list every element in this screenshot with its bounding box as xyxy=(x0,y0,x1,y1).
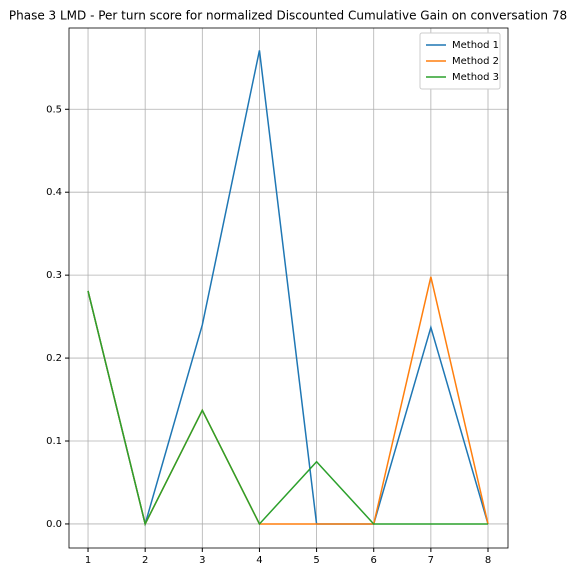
y-tick-label: 0.4 xyxy=(46,187,62,198)
y-tick-label: 0.3 xyxy=(46,270,62,281)
x-tick-label: 7 xyxy=(428,555,434,566)
x-tick-label: 4 xyxy=(256,555,262,566)
y-tick-label: 0.1 xyxy=(46,436,62,447)
legend-label: Method 2 xyxy=(452,56,499,67)
y-tick-label: 0.2 xyxy=(46,353,62,364)
x-tick-label: 1 xyxy=(85,555,91,566)
x-tick-label: 2 xyxy=(142,555,148,566)
legend-label: Method 1 xyxy=(452,40,499,51)
data-line xyxy=(87,290,489,527)
x-tick-label: 6 xyxy=(371,555,377,566)
x-tick-label: 3 xyxy=(199,555,205,566)
x-tick-label: 5 xyxy=(313,555,319,566)
y-tick-label: 0.0 xyxy=(46,519,62,530)
legend-box xyxy=(419,32,501,90)
data-line xyxy=(87,50,489,527)
x-tick-label: 8 xyxy=(485,555,491,566)
legend-label: Method 3 xyxy=(452,72,499,83)
y-tick-label: 0.5 xyxy=(46,104,62,115)
chart-title: Phase 3 LMD - Per turn score for normali… xyxy=(9,9,567,23)
plot-frame xyxy=(68,27,509,549)
